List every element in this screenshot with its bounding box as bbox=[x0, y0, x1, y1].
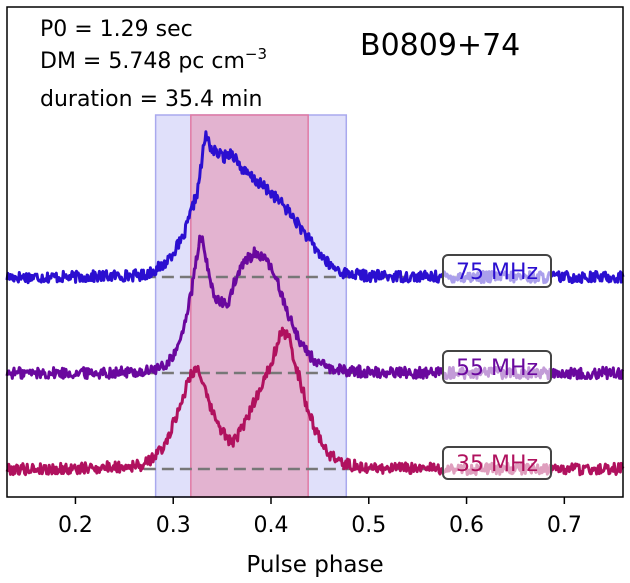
annotation-p0: P0 = 1.29 sec bbox=[40, 17, 193, 42]
x-tick-label-1: 0.3 bbox=[156, 513, 191, 538]
x-tick-label-3: 0.5 bbox=[351, 513, 386, 538]
annotation-dm-exponent: −3 bbox=[245, 45, 267, 63]
chart-title: B0809+74 bbox=[360, 28, 520, 63]
series-labels: 75 MHz 55 MHz 35 MHz bbox=[442, 254, 552, 480]
x-tick-label-4: 0.6 bbox=[449, 513, 484, 538]
plot-frame bbox=[6, 6, 624, 498]
shaded-region-1 bbox=[190, 114, 309, 498]
annotation-duration: duration = 35.4 min bbox=[40, 87, 262, 112]
series-label-text-0: 75 MHz bbox=[456, 260, 538, 285]
series-label-box-0 bbox=[442, 254, 552, 288]
series-label-box-1 bbox=[442, 350, 552, 384]
series-label-1: 55 MHz bbox=[442, 350, 552, 384]
series-label-text-1: 55 MHz bbox=[456, 356, 538, 381]
annotation-dm: DM = 5.748 pc cm−3 bbox=[40, 45, 267, 74]
series-label-box-2 bbox=[442, 446, 552, 480]
series-label-text-2: 35 MHz bbox=[456, 452, 538, 477]
annotation-dm-text: DM = 5.748 pc cm bbox=[40, 49, 245, 74]
series-label-2: 35 MHz bbox=[442, 446, 552, 480]
x-tick-label-2: 0.4 bbox=[254, 513, 289, 538]
series-label-0: 75 MHz bbox=[442, 254, 552, 288]
x-axis-ticks: 0.2 0.3 0.4 0.5 0.6 0.7 bbox=[58, 497, 582, 538]
x-tick-label-0: 0.2 bbox=[58, 513, 93, 538]
x-tick-label-5: 0.7 bbox=[547, 513, 582, 538]
x-axis-label: Pulse phase bbox=[246, 552, 383, 578]
